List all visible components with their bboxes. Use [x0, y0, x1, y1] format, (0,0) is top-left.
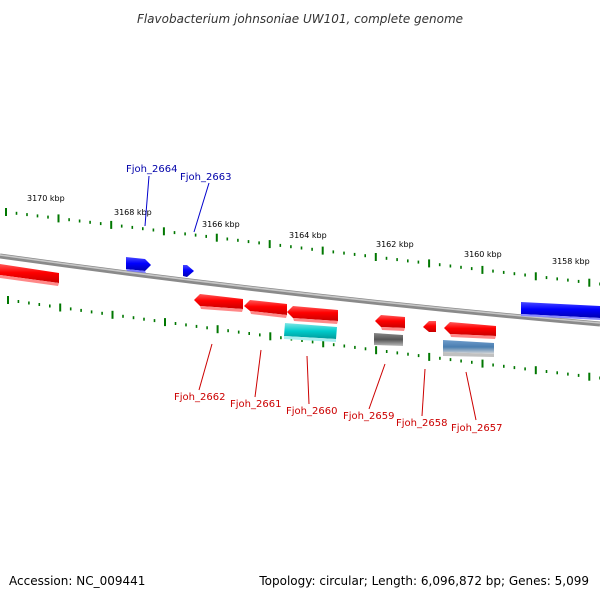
gene-label-fjoh-2661[interactable]: Fjoh_2661 — [230, 399, 281, 410]
gene-forward-right-edge[interactable] — [521, 302, 600, 320]
gene-fjoh-2663[interactable] — [183, 265, 194, 277]
gene-fjoh-2661[interactable] — [244, 300, 287, 318]
gene-label-fjoh-2662[interactable]: Fjoh_2662 — [174, 392, 225, 403]
gene-fjoh-2659[interactable] — [375, 315, 405, 331]
upper-tick-track — [5, 208, 600, 287]
gene-labels: Fjoh_2664 Fjoh_2663 Fjoh_2662 Fjoh_2661 … — [126, 164, 502, 434]
callout-line-fjoh-2659 — [368, 363, 386, 410]
tick-label-3162: 3162 kbp — [376, 240, 414, 249]
callout-line-fjoh-2658 — [421, 368, 426, 417]
secondary-features — [284, 323, 494, 357]
callout-line-fjoh-2660 — [306, 355, 310, 405]
gene-fjoh-2658[interactable] — [423, 321, 436, 332]
genome-backbone — [0, 253, 600, 327]
feature-steel[interactable] — [443, 340, 494, 357]
callout-line-fjoh-2664 — [144, 175, 150, 227]
callout-lines — [144, 175, 477, 421]
forward-strand-genes — [126, 257, 600, 320]
gene-fjoh-2660[interactable] — [287, 306, 338, 324]
callout-line-fjoh-2662 — [198, 343, 213, 391]
tick-labels: 3170 kbp 3168 kbp 3166 kbp 3164 kbp 3162… — [27, 194, 590, 266]
gene-fjoh-2657[interactable] — [444, 322, 496, 339]
gene-label-fjoh-2663[interactable]: Fjoh_2663 — [180, 172, 231, 183]
gene-label-fjoh-2657[interactable]: Fjoh_2657 — [451, 423, 502, 434]
callout-line-fjoh-2663 — [193, 182, 210, 233]
tick-label-3170: 3170 kbp — [27, 194, 65, 203]
gene-label-fjoh-2658[interactable]: Fjoh_2658 — [396, 418, 447, 429]
tick-label-3158: 3158 kbp — [552, 257, 590, 266]
tick-label-3168: 3168 kbp — [114, 208, 152, 217]
feature-cyan[interactable] — [284, 323, 337, 342]
genome-info-text: Topology: circular; Length: 6,096,872 bp… — [259, 574, 589, 588]
tick-label-3164: 3164 kbp — [289, 231, 327, 240]
callout-line-fjoh-2657 — [465, 371, 477, 421]
accession-text: Accession: NC_009441 — [9, 574, 146, 588]
reverse-strand-genes — [0, 264, 496, 339]
gene-label-fjoh-2660[interactable]: Fjoh_2660 — [286, 406, 337, 417]
callout-line-fjoh-2661 — [254, 349, 262, 398]
gene-label-fjoh-2664[interactable]: Fjoh_2664 — [126, 164, 177, 175]
gene-label-fjoh-2659[interactable]: Fjoh_2659 — [343, 411, 394, 422]
gene-reverse-left-edge[interactable] — [0, 264, 59, 286]
map-title: Flavobacterium johnsoniae UW101, complet… — [137, 12, 463, 26]
feature-gray[interactable] — [374, 333, 403, 346]
gene-fjoh-2662[interactable] — [194, 294, 243, 312]
gene-fjoh-2664[interactable] — [126, 257, 151, 273]
tick-label-3166: 3166 kbp — [202, 220, 240, 229]
tick-label-3160: 3160 kbp — [464, 250, 502, 259]
